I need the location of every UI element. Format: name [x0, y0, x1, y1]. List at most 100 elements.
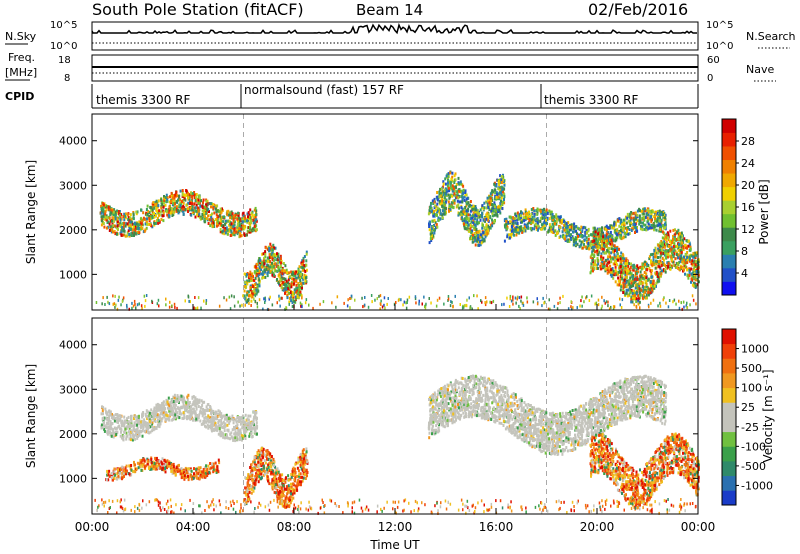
power-cell [144, 222, 147, 226]
power-cell [441, 204, 444, 208]
power-ground-cell [477, 307, 479, 311]
power-cell [475, 228, 478, 232]
power-cell [599, 232, 602, 236]
power-cell [451, 175, 454, 179]
power-cell [251, 295, 254, 299]
power-cell [261, 261, 263, 265]
power-cell [134, 227, 137, 231]
power-cell [521, 227, 524, 231]
power-cell [643, 227, 646, 231]
power-ground-cell [288, 302, 290, 306]
power-cell [690, 272, 693, 276]
power-cell [279, 254, 282, 258]
power-cell [158, 213, 160, 217]
power-cell [650, 259, 652, 263]
power-cell [254, 276, 257, 280]
power-cell [492, 206, 495, 210]
power-cell [155, 207, 158, 211]
power-cell [579, 228, 581, 231]
power-cell [597, 253, 600, 257]
power-colorbar-swatch-2 [722, 254, 736, 269]
power-cell [624, 261, 627, 265]
power-ground-cell [223, 296, 225, 300]
power-ground-cell [600, 307, 603, 311]
power-cell [181, 193, 184, 197]
power-cell [685, 253, 687, 257]
power-cell [494, 184, 497, 188]
power-cell [129, 220, 132, 224]
power-ground-cell [136, 303, 139, 307]
power-cell [195, 209, 198, 213]
power-cell [462, 191, 464, 195]
power-cell [592, 230, 595, 234]
power-cell [434, 213, 437, 217]
velocity-cell [221, 426, 224, 429]
power-cell [130, 226, 133, 229]
power-cell [280, 261, 282, 265]
power-ground-cell [473, 294, 475, 298]
power-ground-cell [301, 303, 303, 307]
power-cell [467, 209, 469, 213]
power-cell [619, 257, 622, 261]
power-cell [454, 193, 457, 197]
power-cell [627, 219, 630, 223]
power-ground-cell [299, 301, 302, 305]
power-cell [460, 210, 463, 214]
power-ground-cell [264, 301, 266, 304]
power-cell [664, 222, 666, 226]
power-cell [674, 245, 677, 249]
power-cell [516, 228, 519, 232]
power-cell [482, 231, 485, 235]
power-cell [453, 185, 456, 189]
power-cell [637, 297, 640, 301]
power-cell [473, 214, 476, 218]
power-cell [133, 231, 136, 235]
power-ground-cell [562, 294, 564, 298]
velocity-cell [114, 413, 117, 417]
power-cell [496, 193, 499, 197]
power-cell [688, 269, 691, 272]
power-cell [163, 199, 165, 203]
power-cell [294, 273, 297, 277]
power-cell [173, 207, 176, 211]
power-cell [628, 292, 631, 296]
power-ground-cell [122, 296, 125, 300]
power-cell [647, 293, 650, 297]
power-cell [244, 296, 247, 300]
power-ground-cell [237, 300, 239, 304]
power-ground-cell [281, 296, 283, 300]
power-ground-cell [536, 297, 538, 301]
power-cell [642, 266, 645, 270]
power-colorbar-swatch-12 [722, 119, 736, 133]
power-cell [145, 226, 148, 230]
power-ground-cell [145, 294, 148, 297]
power-ground-cell [230, 294, 233, 298]
power-cell [632, 289, 635, 293]
power-cell [645, 279, 648, 283]
power-cell [458, 206, 461, 210]
power-cell [605, 240, 607, 243]
power-cell [112, 210, 115, 214]
power-cell [612, 276, 615, 280]
power-ground-cell [386, 302, 388, 306]
power-cell [135, 227, 138, 230]
power-cell [541, 208, 544, 212]
power-ground-cell [262, 307, 264, 311]
power-cell [266, 259, 269, 263]
power-cell [630, 285, 633, 289]
power-cell [470, 220, 473, 224]
power-cell [542, 221, 545, 225]
power-ground-cell [322, 300, 325, 304]
power-cell [465, 193, 468, 197]
power-cell [637, 302, 640, 306]
power-cell [559, 234, 562, 238]
power-cell [271, 268, 274, 272]
power-ground-cell [503, 302, 505, 306]
power-cell [280, 269, 283, 273]
power-cell [590, 254, 593, 258]
power-cell [616, 228, 619, 232]
power-cell [630, 272, 633, 276]
power-cell [609, 270, 612, 274]
power-cell [189, 206, 192, 210]
power-cell [524, 208, 527, 212]
